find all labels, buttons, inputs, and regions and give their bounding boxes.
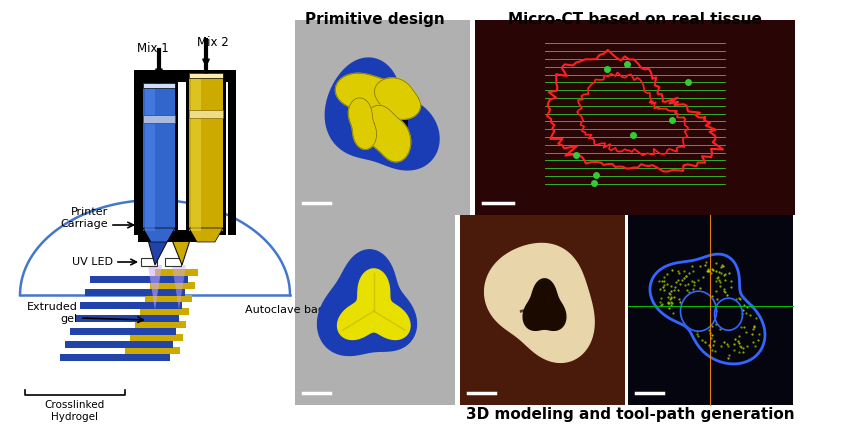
Polygon shape (325, 58, 439, 170)
FancyBboxPatch shape (130, 334, 183, 341)
Bar (459, 215, 625, 405)
Bar (141, 258, 157, 266)
Bar (189, 110, 222, 118)
Polygon shape (189, 228, 222, 242)
Bar (140, 80, 178, 235)
Bar (138, 230, 199, 242)
FancyBboxPatch shape (65, 341, 173, 348)
FancyBboxPatch shape (70, 328, 176, 335)
FancyBboxPatch shape (125, 347, 180, 354)
Text: Autoclave bag: Autoclave bag (245, 305, 325, 315)
FancyBboxPatch shape (135, 321, 186, 328)
Polygon shape (335, 73, 399, 114)
Polygon shape (317, 250, 416, 356)
Bar (295, 20, 469, 215)
FancyBboxPatch shape (80, 302, 181, 309)
Polygon shape (352, 82, 406, 144)
Polygon shape (148, 240, 168, 265)
Polygon shape (374, 78, 420, 119)
Bar (189, 73, 222, 231)
Bar (145, 83, 155, 231)
Polygon shape (172, 240, 190, 265)
Polygon shape (148, 265, 162, 310)
Bar (143, 83, 175, 231)
FancyBboxPatch shape (150, 282, 195, 289)
Polygon shape (714, 298, 741, 330)
Text: 3D modeling and tool-path generation: 3D modeling and tool-path generation (465, 407, 793, 422)
FancyBboxPatch shape (75, 315, 179, 322)
Polygon shape (172, 265, 186, 310)
Text: UV LED: UV LED (72, 257, 112, 267)
Text: Mix 2: Mix 2 (197, 36, 228, 48)
Bar (475, 20, 794, 215)
FancyBboxPatch shape (155, 269, 198, 276)
Polygon shape (364, 105, 410, 162)
Bar (143, 83, 175, 88)
Polygon shape (522, 279, 565, 330)
Text: Mix 1: Mix 1 (137, 42, 169, 54)
Text: Micro-CT based on real tissue: Micro-CT based on real tissue (508, 12, 761, 27)
FancyBboxPatch shape (85, 289, 185, 296)
Polygon shape (337, 269, 410, 339)
Bar (627, 215, 792, 405)
Text: Primitive design: Primitive design (305, 12, 445, 27)
FancyBboxPatch shape (140, 308, 189, 315)
Bar (295, 215, 454, 405)
Bar (134, 80, 141, 235)
FancyBboxPatch shape (145, 295, 192, 302)
Polygon shape (680, 291, 716, 331)
Bar (191, 73, 201, 231)
Text: Crosslinked
Hydrogel: Crosslinked Hydrogel (45, 400, 105, 422)
Polygon shape (484, 243, 594, 363)
Bar (164, 258, 181, 266)
Bar (227, 70, 236, 235)
FancyBboxPatch shape (90, 276, 187, 283)
Text: Extruded
gel: Extruded gel (27, 302, 78, 324)
Polygon shape (348, 98, 376, 149)
Bar (186, 70, 226, 235)
Text: Printer
Carriage: Printer Carriage (60, 207, 108, 229)
Bar (143, 115, 175, 123)
Polygon shape (143, 228, 175, 242)
Bar (189, 73, 222, 78)
FancyBboxPatch shape (60, 354, 170, 361)
Bar (134, 70, 236, 82)
